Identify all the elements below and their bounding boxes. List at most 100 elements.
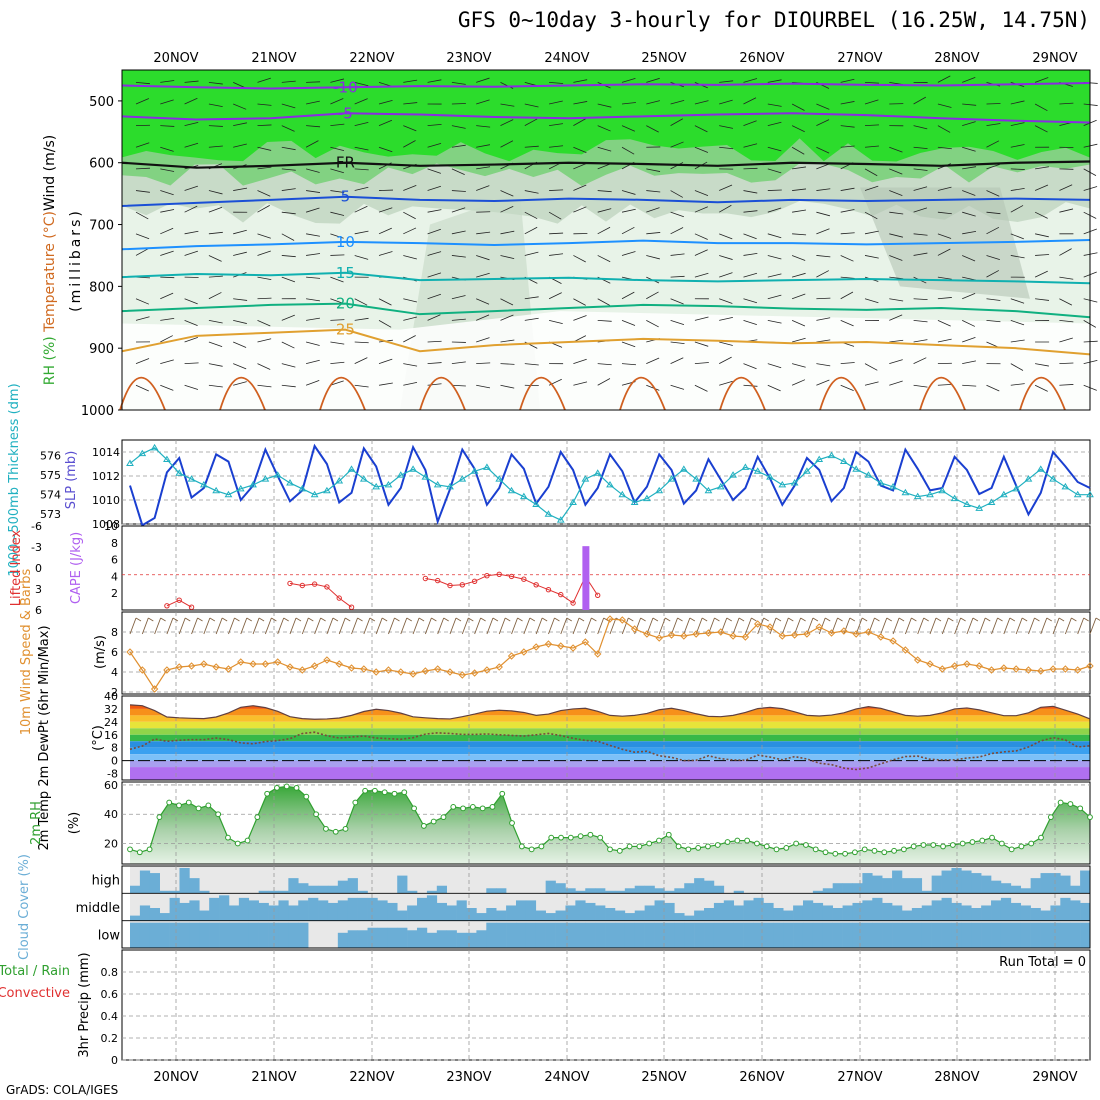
wind-barb [646,207,660,213]
rh-marker [989,834,995,841]
cloud-bar-low [238,922,250,948]
cloud-bar-low [802,922,814,948]
wind-barb [913,186,928,191]
wind-speed-marker [569,644,577,652]
y-tick-label: 700 [89,219,114,234]
cloud-bar-middle [704,908,715,921]
wind-barb [573,184,587,191]
wind-barb [937,146,952,150]
wind10-barb-flag [664,617,671,622]
wind-speed-marker [557,642,565,650]
wind10-barb [461,617,469,635]
wind-barb [864,211,878,220]
cloud-bar-low [783,922,794,948]
wind-barb [962,211,976,217]
wind-barb [694,190,709,196]
rh-marker [234,840,241,847]
cloud-bar-low [426,932,438,948]
wind10-barb-flag [295,617,302,622]
rh-marker [665,831,672,838]
y-tick-label: 800 [89,280,114,295]
wind10-barb-flag [911,617,917,622]
isotherm-warm-loop [119,377,166,411]
wind-barb [1059,102,1074,105]
cloud-bar-high [426,890,438,894]
wind10-barb-flag [283,617,289,622]
wind-barb [621,251,636,256]
wind-speed-marker [335,660,343,668]
wind10-barb-flag [1095,617,1100,621]
wind10-barb-flag [923,617,929,622]
wind-barb [621,190,636,195]
wind-barb [354,146,369,151]
wind-barb [184,337,198,343]
wind-barb [1010,233,1024,240]
wind-barb [767,189,782,191]
wind-barb [621,291,635,300]
wind-barb [767,79,782,83]
rh-marker [607,846,613,853]
wind-barb [549,232,564,235]
cloud-bar-high [872,875,883,894]
x-tick-label-bottom: 28NOV [934,1070,979,1085]
wind10-barb-flag [800,617,806,622]
cloud-bar-high [971,873,982,894]
wind-barb [135,81,150,85]
wind-speed-marker [593,650,602,658]
wind10-barb-flag [246,617,253,622]
rh-marker [832,850,839,857]
wind-speed-marker [1024,666,1033,674]
cloud-bar-high [1080,870,1091,894]
cloud-bar-middle [387,902,398,921]
temp-ylabel: 2m Temp 2m DewPt (6hr Min/Max) [37,625,52,850]
wind-barb [184,121,199,127]
wind10-barb [486,617,494,635]
wind10-barb [1040,617,1048,635]
wind-speed-marker [150,685,159,693]
cloud-bar-middle [723,900,735,921]
wind-barb [427,362,442,365]
wind-barb [500,205,514,213]
wind-panel-frame [121,611,1091,695]
wind10-barb [326,617,334,635]
wind-barb [378,382,393,386]
wind10-barb-flag [1083,617,1089,622]
wind-barb [913,357,927,364]
cloud-bar-high [397,875,408,894]
wind-barb [1010,255,1025,259]
wind-barb [524,296,539,300]
wind-barb [889,211,904,215]
wind10-barb [191,617,198,635]
cloud-bar-middle [842,905,853,921]
wind-barb [257,338,272,343]
rh-ylabel: 2m RH [29,801,44,845]
wind-barb [354,357,368,364]
cloud-bar-middle [357,897,368,921]
wind-barb [524,251,539,256]
cloud-bar-low [130,922,141,948]
wind-barb [476,314,490,321]
wind-barb [670,211,684,218]
cloud-bar-middle [436,902,448,921]
cloud-bar-middle [278,900,289,921]
wind-barb [694,146,709,153]
wind-barb [913,319,928,323]
rh-marker [930,842,937,848]
cloud-bar-middle [308,897,319,921]
wind-barb [257,77,271,83]
wind-barb [403,316,417,321]
wind-speed-marker [1000,664,1008,672]
isotherm-line [121,302,1091,319]
wind-barb [500,363,515,365]
wind10-barb-flag [492,617,499,622]
cloud-bar-high [486,888,497,894]
wind-barb [330,380,344,386]
wind-barb [937,383,952,386]
wind-barb [646,384,660,391]
thickness-tick-label: 576 [40,450,61,463]
x-tick-label-top: 25NOV [641,51,686,66]
wind-barb [305,140,319,148]
wind-barb [160,99,174,105]
wind10-barb [154,617,162,635]
wind-barb [208,145,223,148]
